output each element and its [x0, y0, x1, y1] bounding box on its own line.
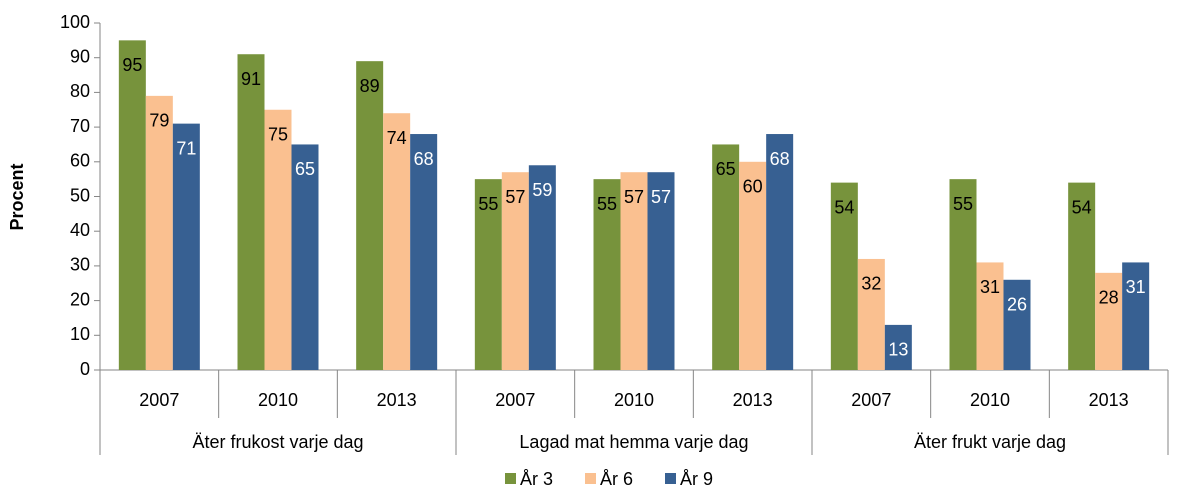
bar — [172, 123, 200, 370]
x-tick-label: 2007 — [139, 390, 179, 410]
data-label: 55 — [953, 194, 973, 214]
bar — [593, 179, 621, 370]
bar — [383, 113, 411, 370]
data-label: 74 — [387, 128, 407, 148]
bar — [1003, 279, 1031, 370]
data-label: 71 — [176, 138, 196, 158]
bar — [410, 134, 438, 370]
data-label: 65 — [295, 159, 315, 179]
data-label: 57 — [651, 187, 671, 207]
group-label: Äter frukt varje dag — [914, 432, 1066, 452]
bar — [528, 165, 556, 370]
data-label: 68 — [414, 149, 434, 169]
y-tick-label: 70 — [70, 116, 90, 136]
bar — [857, 258, 885, 370]
bar — [145, 95, 173, 371]
y-tick-label: 60 — [70, 151, 90, 171]
legend-label: År 6 — [600, 469, 633, 489]
data-label: 59 — [532, 180, 552, 200]
data-label: 60 — [743, 177, 763, 197]
legend-swatch — [665, 473, 676, 484]
x-tick-label: 2007 — [495, 390, 535, 410]
bar — [976, 262, 1004, 370]
legend-swatch — [585, 473, 596, 484]
bar — [1122, 262, 1150, 370]
bar — [620, 172, 648, 370]
bar — [884, 324, 912, 370]
data-label: 31 — [1126, 277, 1146, 297]
y-tick-label: 40 — [70, 220, 90, 240]
data-label: 57 — [624, 187, 644, 207]
bar — [949, 179, 977, 370]
data-label: 57 — [505, 187, 525, 207]
x-tick-label: 2013 — [733, 390, 773, 410]
bar — [264, 109, 292, 370]
group-label: Äter frukost varje dag — [192, 432, 363, 452]
bar — [1068, 182, 1096, 370]
legend-label: År 3 — [520, 469, 553, 489]
legend-label: År 9 — [680, 469, 713, 489]
bar — [830, 182, 858, 370]
bar — [501, 172, 529, 370]
data-label: 13 — [888, 340, 908, 360]
data-label: 32 — [861, 274, 881, 294]
y-tick-label: 10 — [70, 324, 90, 344]
bar — [739, 161, 767, 370]
bar — [1095, 272, 1123, 370]
y-tick-label: 80 — [70, 81, 90, 101]
y-tick-label: 50 — [70, 185, 90, 205]
x-tick-label: 2013 — [377, 390, 417, 410]
bar — [237, 54, 265, 370]
x-tick-label: 2007 — [851, 390, 891, 410]
data-label: 55 — [597, 194, 617, 214]
data-label: 95 — [122, 55, 142, 75]
bar — [356, 61, 384, 371]
bar — [766, 134, 794, 370]
x-tick-label: 2010 — [970, 390, 1010, 410]
bar — [474, 179, 502, 370]
group-label: Lagad mat hemma varje dag — [519, 432, 748, 452]
data-label: 65 — [716, 159, 736, 179]
data-label: 68 — [770, 149, 790, 169]
data-label: 55 — [478, 194, 498, 214]
data-label: 89 — [360, 76, 380, 96]
bar — [291, 144, 319, 370]
legend-swatch — [505, 473, 516, 484]
y-axis-label: Procent — [7, 163, 27, 230]
bar — [712, 144, 740, 370]
data-label: 26 — [1007, 295, 1027, 315]
y-tick-label: 90 — [70, 46, 90, 66]
x-tick-label: 2010 — [614, 390, 654, 410]
x-tick-label: 2010 — [258, 390, 298, 410]
data-label: 31 — [980, 277, 1000, 297]
y-tick-label: 20 — [70, 289, 90, 309]
y-tick-label: 0 — [80, 359, 90, 379]
y-tick-label: 100 — [60, 12, 90, 32]
data-label: 28 — [1099, 288, 1119, 308]
x-tick-label: 2013 — [1089, 390, 1129, 410]
y-tick-label: 30 — [70, 255, 90, 275]
data-label: 79 — [149, 111, 169, 131]
data-label: 54 — [834, 197, 854, 217]
bar — [118, 40, 146, 370]
data-label: 54 — [1072, 197, 1092, 217]
data-label: 75 — [268, 125, 288, 145]
bar — [647, 172, 675, 370]
data-label: 91 — [241, 69, 261, 89]
